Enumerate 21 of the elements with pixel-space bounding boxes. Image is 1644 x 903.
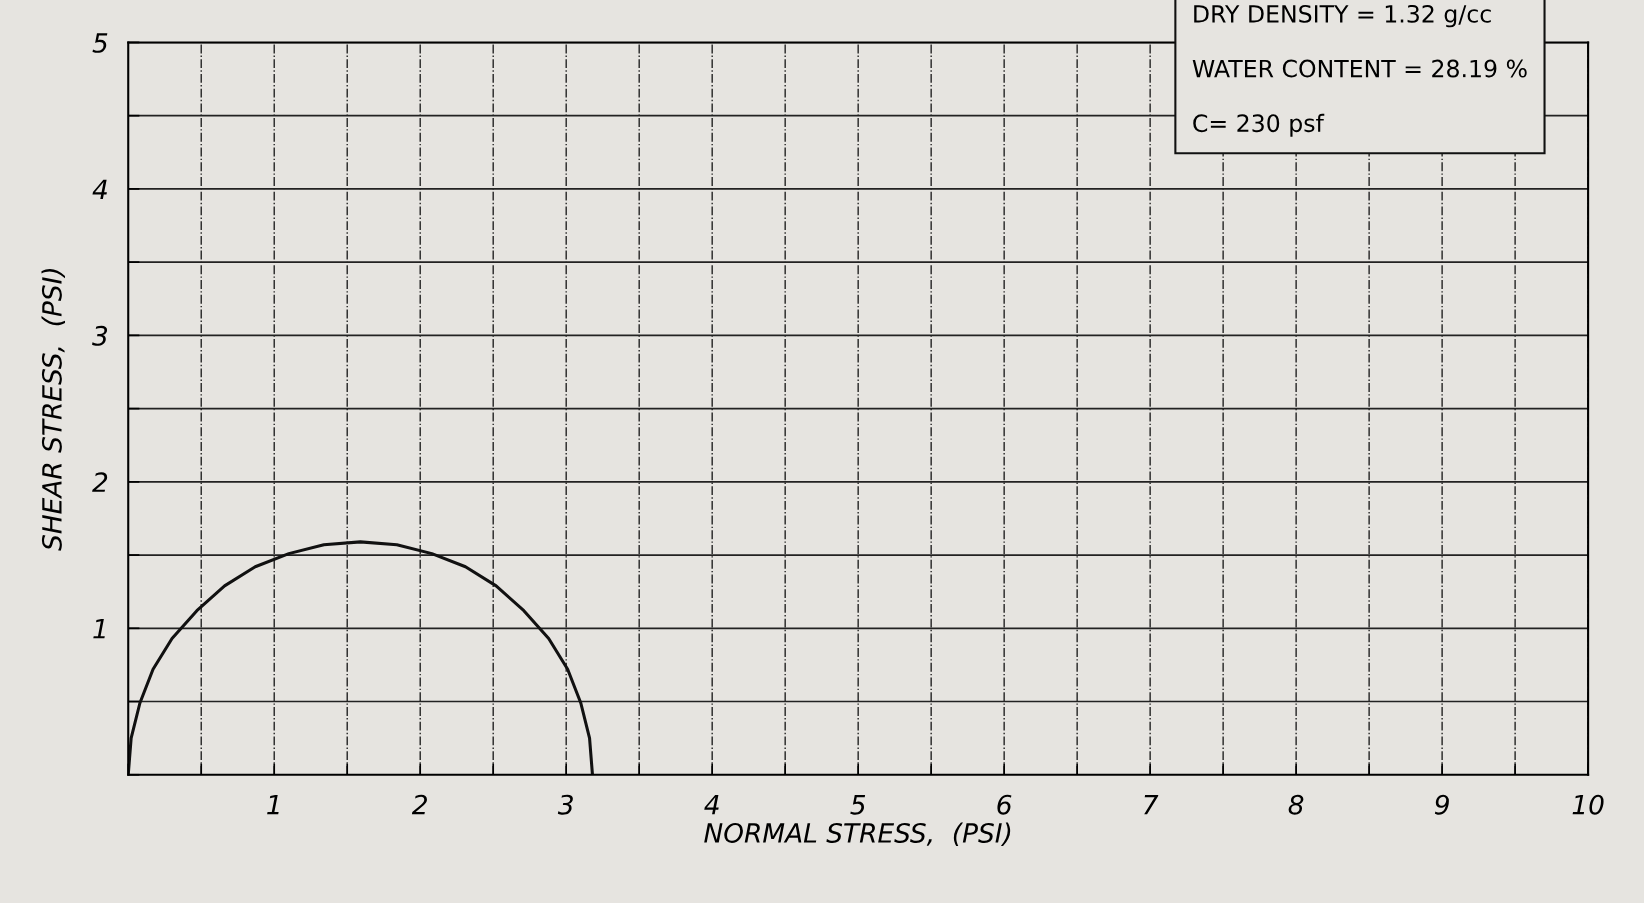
y-tick-label: 1: [93, 619, 105, 639]
y-tick-label: 4: [92, 179, 107, 199]
text: DRY DENSITY = 1.32 g/cc: [1194, 4, 1491, 28]
y-tick-label: 2: [92, 472, 108, 492]
x-tick-label: 4: [704, 795, 719, 815]
x-tick-label: 6: [997, 794, 1012, 815]
x-tick-label: 10: [1572, 794, 1604, 815]
y-tick-label: 5: [92, 33, 108, 53]
x-tick-label: 5: [850, 795, 866, 815]
annotation: C= 230 psf: [1193, 113, 1325, 137]
x-axis-title: NORMAL STRESS, (PSI): [704, 822, 1011, 847]
x-tick-label: 9: [1434, 794, 1449, 815]
x-tick-label: 2: [411, 794, 427, 815]
x-tick-label: 3: [557, 794, 573, 815]
x-tick-label: 8: [1288, 794, 1304, 815]
x-tick-label: 7: [1144, 795, 1159, 815]
y-tick-label: 3: [92, 325, 108, 346]
y-axis-title: SHEAR STRESS, (PSI): [41, 268, 65, 551]
x-tick-label: 1: [267, 795, 279, 815]
line-series: [128, 540, 594, 775]
annotation: WATER CONTENT = 28.19 %: [1192, 59, 1527, 78]
